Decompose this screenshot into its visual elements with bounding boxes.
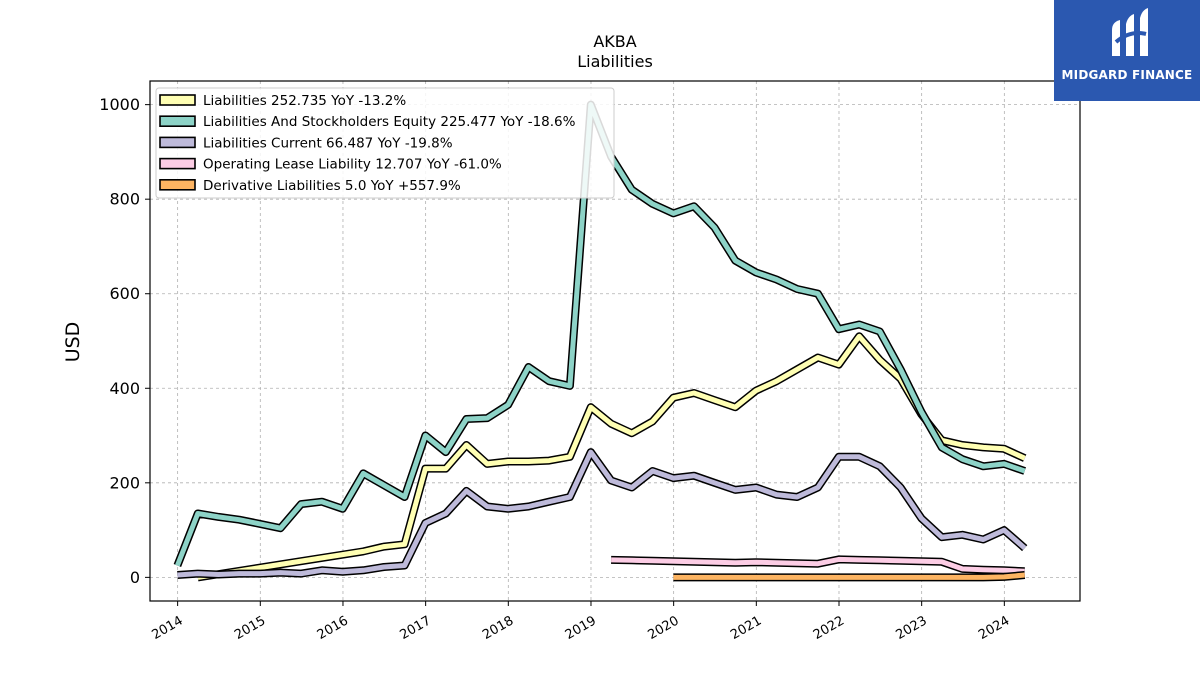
- chart-title: AKBA: [593, 32, 636, 51]
- x-tick-label: 2022: [811, 613, 847, 643]
- legend-label-3: Operating Lease Liability 12.707 YoY -61…: [203, 157, 502, 173]
- legend-swatch-4: [159, 179, 196, 191]
- series-line-2: [177, 449, 1027, 578]
- x-tick-label: 2019: [563, 613, 599, 643]
- x-tick-label: 2020: [645, 613, 681, 643]
- x-tick-label: 2023: [894, 613, 930, 643]
- legend-label-4: Derivative Liabilities 5.0 YoY +557.9%: [203, 178, 461, 194]
- legend: Liabilities 252.735 YoY -13.2% Liabilitie…: [155, 87, 615, 199]
- legend-label-2: Liabilities Current 66.487 YoY -19.8%: [203, 135, 453, 151]
- logo-mark-icon: [1112, 8, 1148, 56]
- legend-swatch-2: [159, 136, 196, 149]
- x-tick-label: 2024: [976, 613, 1012, 643]
- y-tick-label: 200: [109, 473, 140, 492]
- legend-box: [155, 87, 615, 199]
- y-tick-label: 0: [130, 568, 140, 587]
- legend-swatch-3: [159, 157, 196, 170]
- chart-subtitle: Liabilities: [577, 52, 653, 71]
- x-tick-label: 2014: [149, 613, 185, 643]
- legend-label-1: Liabilities And Stockholders Equity 225.…: [203, 114, 576, 130]
- x-tick-label: 2018: [480, 613, 516, 643]
- y-tick-label: 400: [109, 379, 140, 398]
- x-tick-label: 2016: [315, 613, 351, 643]
- x-tick-label: 2015: [232, 613, 268, 643]
- series-line-3: [611, 556, 1025, 574]
- x-tick-label: 2017: [397, 613, 433, 643]
- plot-frame: [149, 80, 1081, 602]
- x-tick-label: 2021: [728, 613, 764, 643]
- y-tick-label: 1000: [99, 95, 140, 114]
- series-line-4: [673, 572, 1025, 580]
- y-tick-label: 600: [109, 284, 140, 303]
- logo-text: MIDGARD FINANCE: [1061, 68, 1193, 82]
- brand-logo: MIDGARD FINANCE: [1054, 0, 1200, 101]
- y-axis-label: USD: [62, 322, 84, 363]
- legend-label-0: Liabilities 252.735 YoY -13.2%: [203, 93, 406, 109]
- y-tick-label: 800: [109, 190, 140, 209]
- legend-swatch-1: [159, 115, 196, 127]
- legend-swatch-0: [159, 94, 196, 106]
